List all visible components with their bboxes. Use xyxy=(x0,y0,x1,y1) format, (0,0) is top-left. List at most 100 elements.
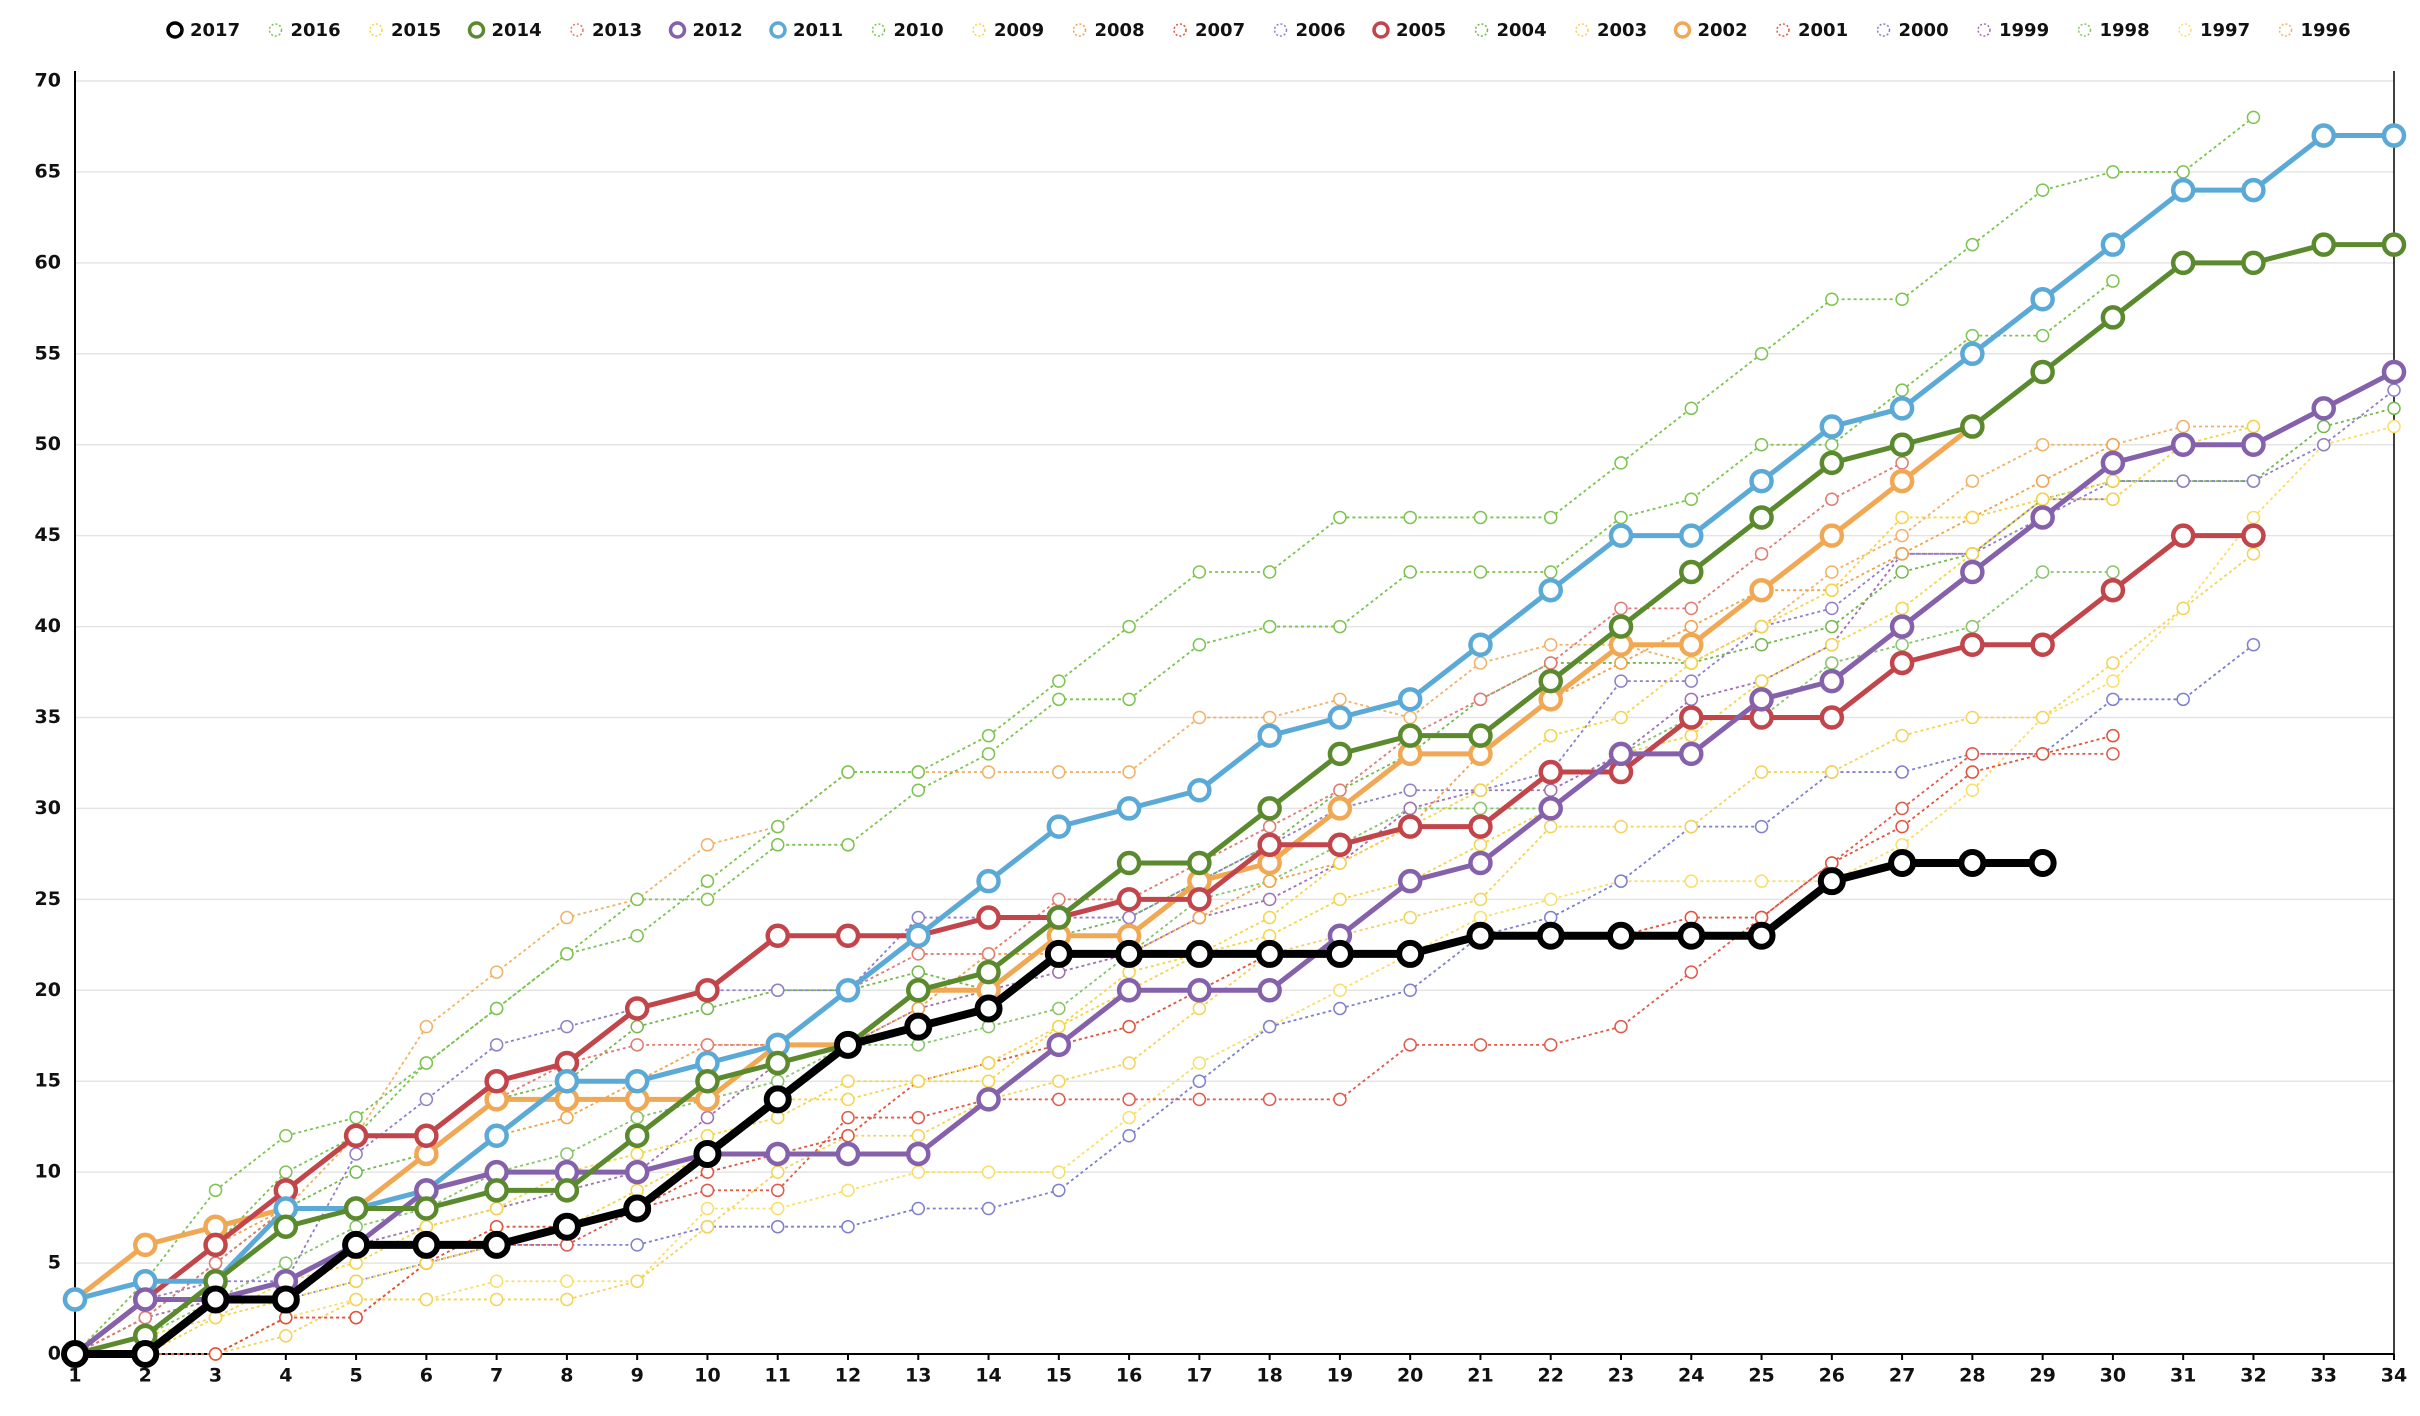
series-line xyxy=(74,480,2114,1355)
point xyxy=(700,1038,715,1052)
y-tick-label: 35 xyxy=(35,706,61,728)
point xyxy=(1333,856,1347,870)
point xyxy=(2170,432,2196,457)
point xyxy=(2176,692,2190,707)
point xyxy=(1965,765,1980,779)
point xyxy=(560,1110,574,1125)
x-tick-label: 9 xyxy=(631,1365,644,1387)
y-tick-label: 65 xyxy=(35,160,61,182)
point xyxy=(1473,892,1488,907)
point xyxy=(2170,523,2196,548)
legend-label: 2000 xyxy=(1899,20,1949,41)
point xyxy=(133,1287,158,1312)
point xyxy=(1819,705,1845,730)
point xyxy=(630,1038,644,1052)
point xyxy=(419,1019,434,1034)
x-tick-label: 21 xyxy=(1467,1365,1493,1387)
point xyxy=(1895,383,1909,397)
point xyxy=(560,1274,574,1289)
point xyxy=(1473,565,1488,579)
point xyxy=(765,1050,790,1076)
point xyxy=(2246,474,2261,488)
point xyxy=(700,1219,715,1234)
point xyxy=(1543,510,1558,525)
y-tick-label: 40 xyxy=(35,615,61,637)
point xyxy=(906,978,931,1003)
point xyxy=(1825,638,1839,652)
point xyxy=(2035,474,2050,488)
point xyxy=(2311,396,2336,421)
point xyxy=(911,910,926,925)
x-tick-label: 3 xyxy=(209,1365,222,1387)
legend-marker xyxy=(1173,23,1187,37)
point xyxy=(2241,432,2266,457)
point xyxy=(1052,892,1066,907)
x-tick-label: 10 xyxy=(694,1365,720,1387)
point xyxy=(1473,783,1488,797)
point xyxy=(560,1147,574,1161)
point xyxy=(1825,437,1839,452)
point xyxy=(484,1068,509,1094)
series-2010 xyxy=(68,274,2120,1361)
legend-label: 1998 xyxy=(2100,20,2150,41)
x-tick-label: 25 xyxy=(1748,1365,1774,1387)
point xyxy=(974,994,1003,1023)
point xyxy=(349,1165,363,1179)
point xyxy=(2106,274,2120,288)
point xyxy=(1403,1038,1417,1052)
point xyxy=(2035,183,2050,197)
point xyxy=(1747,921,1776,950)
point xyxy=(700,874,715,888)
point xyxy=(1185,939,1214,968)
point xyxy=(1684,656,1699,670)
point xyxy=(1614,874,1628,888)
point xyxy=(1396,939,1425,968)
point xyxy=(208,1347,223,1361)
series-2016 xyxy=(68,110,2261,1361)
point xyxy=(2030,286,2055,312)
point xyxy=(554,1068,580,1094)
point xyxy=(1403,983,1417,998)
point xyxy=(489,1274,504,1289)
legend-marker xyxy=(369,23,383,37)
point xyxy=(835,923,861,948)
point xyxy=(2170,250,2196,276)
point xyxy=(770,1183,785,1198)
point xyxy=(1825,292,1839,306)
point xyxy=(1895,292,1909,306)
point xyxy=(2241,523,2266,548)
point xyxy=(1333,783,1347,797)
y-tick-label: 25 xyxy=(35,888,61,910)
point xyxy=(1538,577,1563,603)
point xyxy=(770,819,785,834)
point xyxy=(1754,765,1769,779)
point xyxy=(349,1292,363,1307)
y-tick-label: 20 xyxy=(35,979,61,1001)
point xyxy=(2246,547,2261,561)
point xyxy=(630,1110,644,1125)
series-2007 xyxy=(68,728,2120,1361)
point xyxy=(1468,850,1493,876)
point xyxy=(2106,492,2120,507)
legend-marker xyxy=(1876,23,1891,37)
legend-label: 1999 xyxy=(1999,20,2049,41)
point xyxy=(841,765,855,779)
x-tick-label: 31 xyxy=(2170,1365,2196,1387)
point xyxy=(2176,601,2190,616)
x-tick-label: 11 xyxy=(765,1365,791,1387)
legend-label: 1997 xyxy=(2200,20,2250,41)
point xyxy=(1257,978,1282,1003)
legend-label: 2009 xyxy=(994,20,1044,41)
legend-marker xyxy=(2077,23,2092,37)
point xyxy=(1960,632,1985,658)
point xyxy=(1468,723,1493,748)
point xyxy=(203,1232,228,1258)
point xyxy=(911,965,926,979)
point xyxy=(1052,1001,1066,1016)
point xyxy=(1614,1019,1628,1034)
point xyxy=(981,728,996,743)
x-tick-label: 7 xyxy=(490,1365,503,1387)
point xyxy=(1889,396,1915,421)
point xyxy=(1538,759,1563,785)
point xyxy=(2106,747,2120,761)
